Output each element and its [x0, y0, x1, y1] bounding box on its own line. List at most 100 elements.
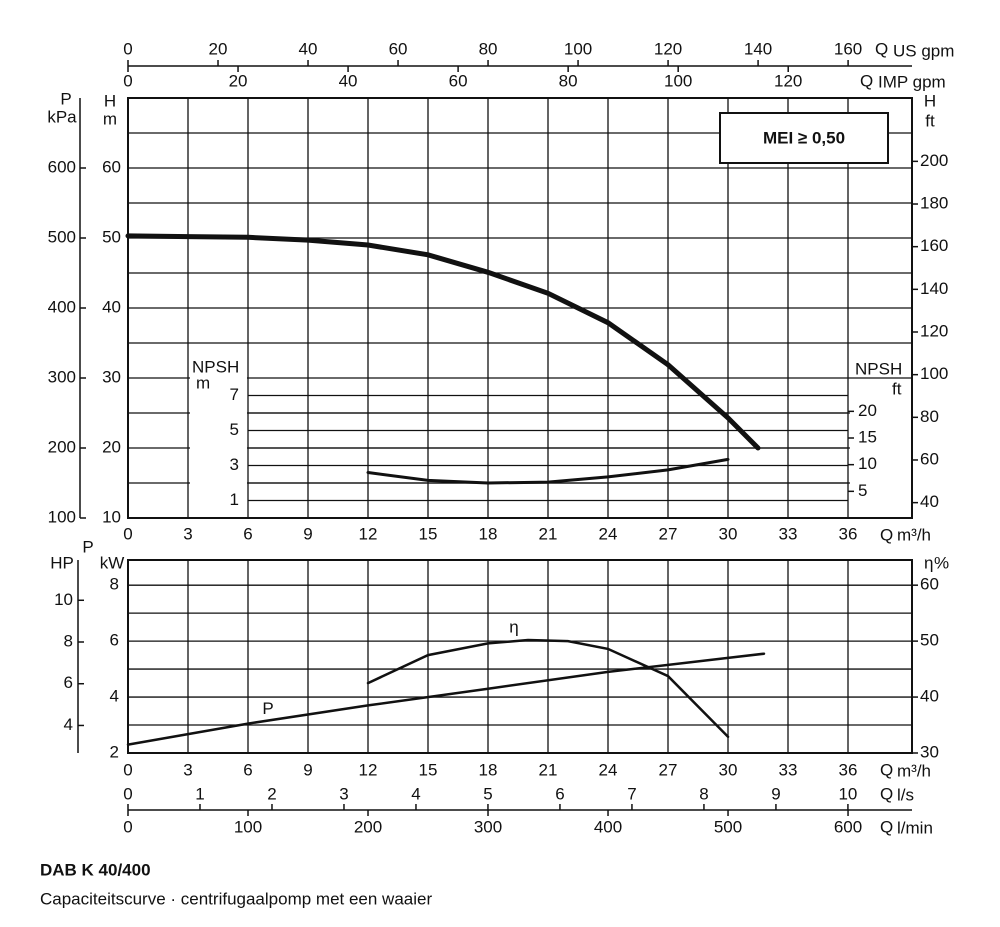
x-tick-label: 36	[839, 524, 858, 543]
x-tick-label: 36	[839, 760, 858, 779]
x-tick-label: 200	[354, 817, 382, 836]
y-axis-label: HP	[50, 553, 74, 572]
y-tick-label: 7	[230, 385, 239, 404]
y-tick-label: 3	[230, 455, 239, 474]
x-tick-label: 6	[555, 784, 564, 803]
x-tick-label: 12	[359, 524, 378, 543]
x-tick-label: 20	[209, 39, 228, 58]
y-tick-label: 180	[920, 193, 948, 212]
x-tick-label: 1	[195, 784, 204, 803]
series-label: P	[262, 699, 273, 718]
x-axis-unit: m³/h	[897, 525, 931, 544]
y-tick-label: 5	[230, 420, 239, 439]
y-tick-label: 20	[102, 437, 121, 456]
series-label: η	[509, 617, 518, 636]
annotation-box	[719, 112, 889, 164]
x-axis-unit: l/min	[897, 818, 933, 837]
x-tick-label: 24	[599, 524, 618, 543]
y-axis-label: P	[60, 89, 71, 108]
caption-title: DAB K 40/400	[40, 860, 151, 879]
y2-axis-label: NPSH	[855, 359, 902, 378]
x-tick-label: 80	[479, 39, 498, 58]
x-axis-label: Q	[880, 525, 893, 544]
x-tick-label: 120	[654, 39, 682, 58]
y-axis-unit: m	[103, 109, 117, 128]
curve	[366, 638, 730, 739]
x-axis-label: Q	[875, 39, 888, 58]
y-tick-label: 6	[64, 673, 73, 692]
x-axis-unit: l/s	[897, 785, 914, 804]
x-tick-label: 9	[771, 784, 780, 803]
x-axis-label: Q	[860, 71, 873, 90]
y-tick-label: 500	[48, 227, 76, 246]
x-tick-label: 140	[744, 39, 772, 58]
inset-background	[850, 382, 911, 516]
y-axis-label: P	[82, 537, 93, 556]
x-axis-unit: US gpm	[893, 41, 954, 60]
y-tick-label: 200	[48, 437, 76, 456]
y-tick-label: 5	[858, 481, 867, 500]
y-tick-label: 40	[920, 687, 939, 706]
y-tick-label: 120	[920, 321, 948, 340]
x-axis-unit: m³/h	[897, 761, 931, 780]
y-tick-label: 60	[102, 157, 121, 176]
x-tick-label: 10	[838, 784, 857, 803]
caption-subtitle: Capaciteitscurve · centrifugaalpomp met …	[40, 889, 432, 908]
x-tick-label: 100	[664, 71, 692, 90]
y-tick-label: 40	[102, 297, 121, 316]
x-tick-label: 12	[359, 760, 378, 779]
y-tick-label: 8	[64, 631, 73, 650]
y-tick-label: 50	[920, 631, 939, 650]
y-tick-label: 400	[48, 297, 76, 316]
y2-axis-unit: ft	[892, 379, 902, 398]
x-tick-label: 15	[419, 760, 438, 779]
x-tick-label: 33	[779, 524, 798, 543]
x-tick-label: 3	[183, 524, 192, 543]
y2-axis-label: H	[924, 91, 936, 110]
y-axis-label: H	[104, 91, 116, 110]
x-tick-label: 27	[659, 524, 678, 543]
x-tick-label: 2	[267, 784, 276, 803]
y-tick-label: 15	[858, 427, 877, 446]
x-tick-label: 0	[123, 39, 132, 58]
x-tick-label: 33	[779, 760, 798, 779]
x-tick-label: 6	[243, 524, 252, 543]
x-tick-label: 18	[479, 524, 498, 543]
plot-frame	[127, 97, 913, 519]
x-tick-label: 0	[123, 524, 132, 543]
x-tick-label: 40	[299, 39, 318, 58]
x-tick-label: 100	[564, 39, 592, 58]
x-tick-label: 300	[474, 817, 502, 836]
y-tick-label: 1	[230, 490, 239, 509]
x-tick-label: 7	[627, 784, 636, 803]
y-axis-unit: m	[196, 373, 210, 392]
y-tick-label: 2	[110, 742, 119, 761]
y-tick-label: 160	[920, 236, 948, 255]
x-tick-label: 60	[449, 71, 468, 90]
x-tick-label: 60	[389, 39, 408, 58]
y-tick-label: 80	[920, 407, 939, 426]
x-tick-label: 160	[834, 39, 862, 58]
x-tick-label: 600	[834, 817, 862, 836]
curve	[126, 652, 766, 746]
x-tick-label: 18	[479, 760, 498, 779]
inset-background	[190, 356, 247, 516]
x-tick-label: 30	[719, 524, 738, 543]
y-tick-label: 60	[920, 449, 939, 468]
y-tick-label: 50	[102, 227, 121, 246]
x-tick-label: 0	[123, 71, 132, 90]
x-tick-label: 0	[123, 760, 132, 779]
x-tick-label: 6	[243, 760, 252, 779]
y-tick-label: 100	[920, 364, 948, 383]
plot-frame	[127, 559, 913, 754]
y-tick-label: 200	[920, 151, 948, 170]
y-tick-label: 10	[102, 507, 121, 526]
y-tick-label: 4	[64, 715, 73, 734]
y-axis-unit: kW	[100, 553, 125, 572]
y2-axis-label: η	[924, 553, 933, 572]
y-tick-label: 8	[110, 575, 119, 594]
x-tick-label: 120	[774, 71, 802, 90]
y-tick-label: 60	[920, 575, 939, 594]
x-tick-label: 15	[419, 524, 438, 543]
